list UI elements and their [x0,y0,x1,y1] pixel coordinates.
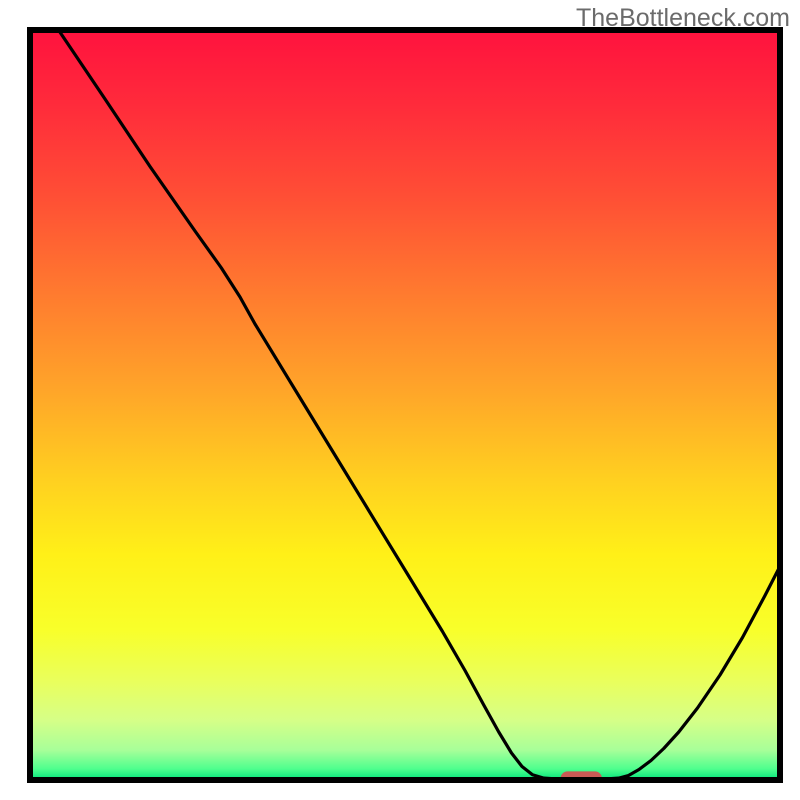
watermark-text: TheBottleneck.com [576,4,790,33]
chart-stage: TheBottleneck.com [0,0,800,800]
plot-background [30,30,780,780]
bottleneck-chart [0,0,800,800]
